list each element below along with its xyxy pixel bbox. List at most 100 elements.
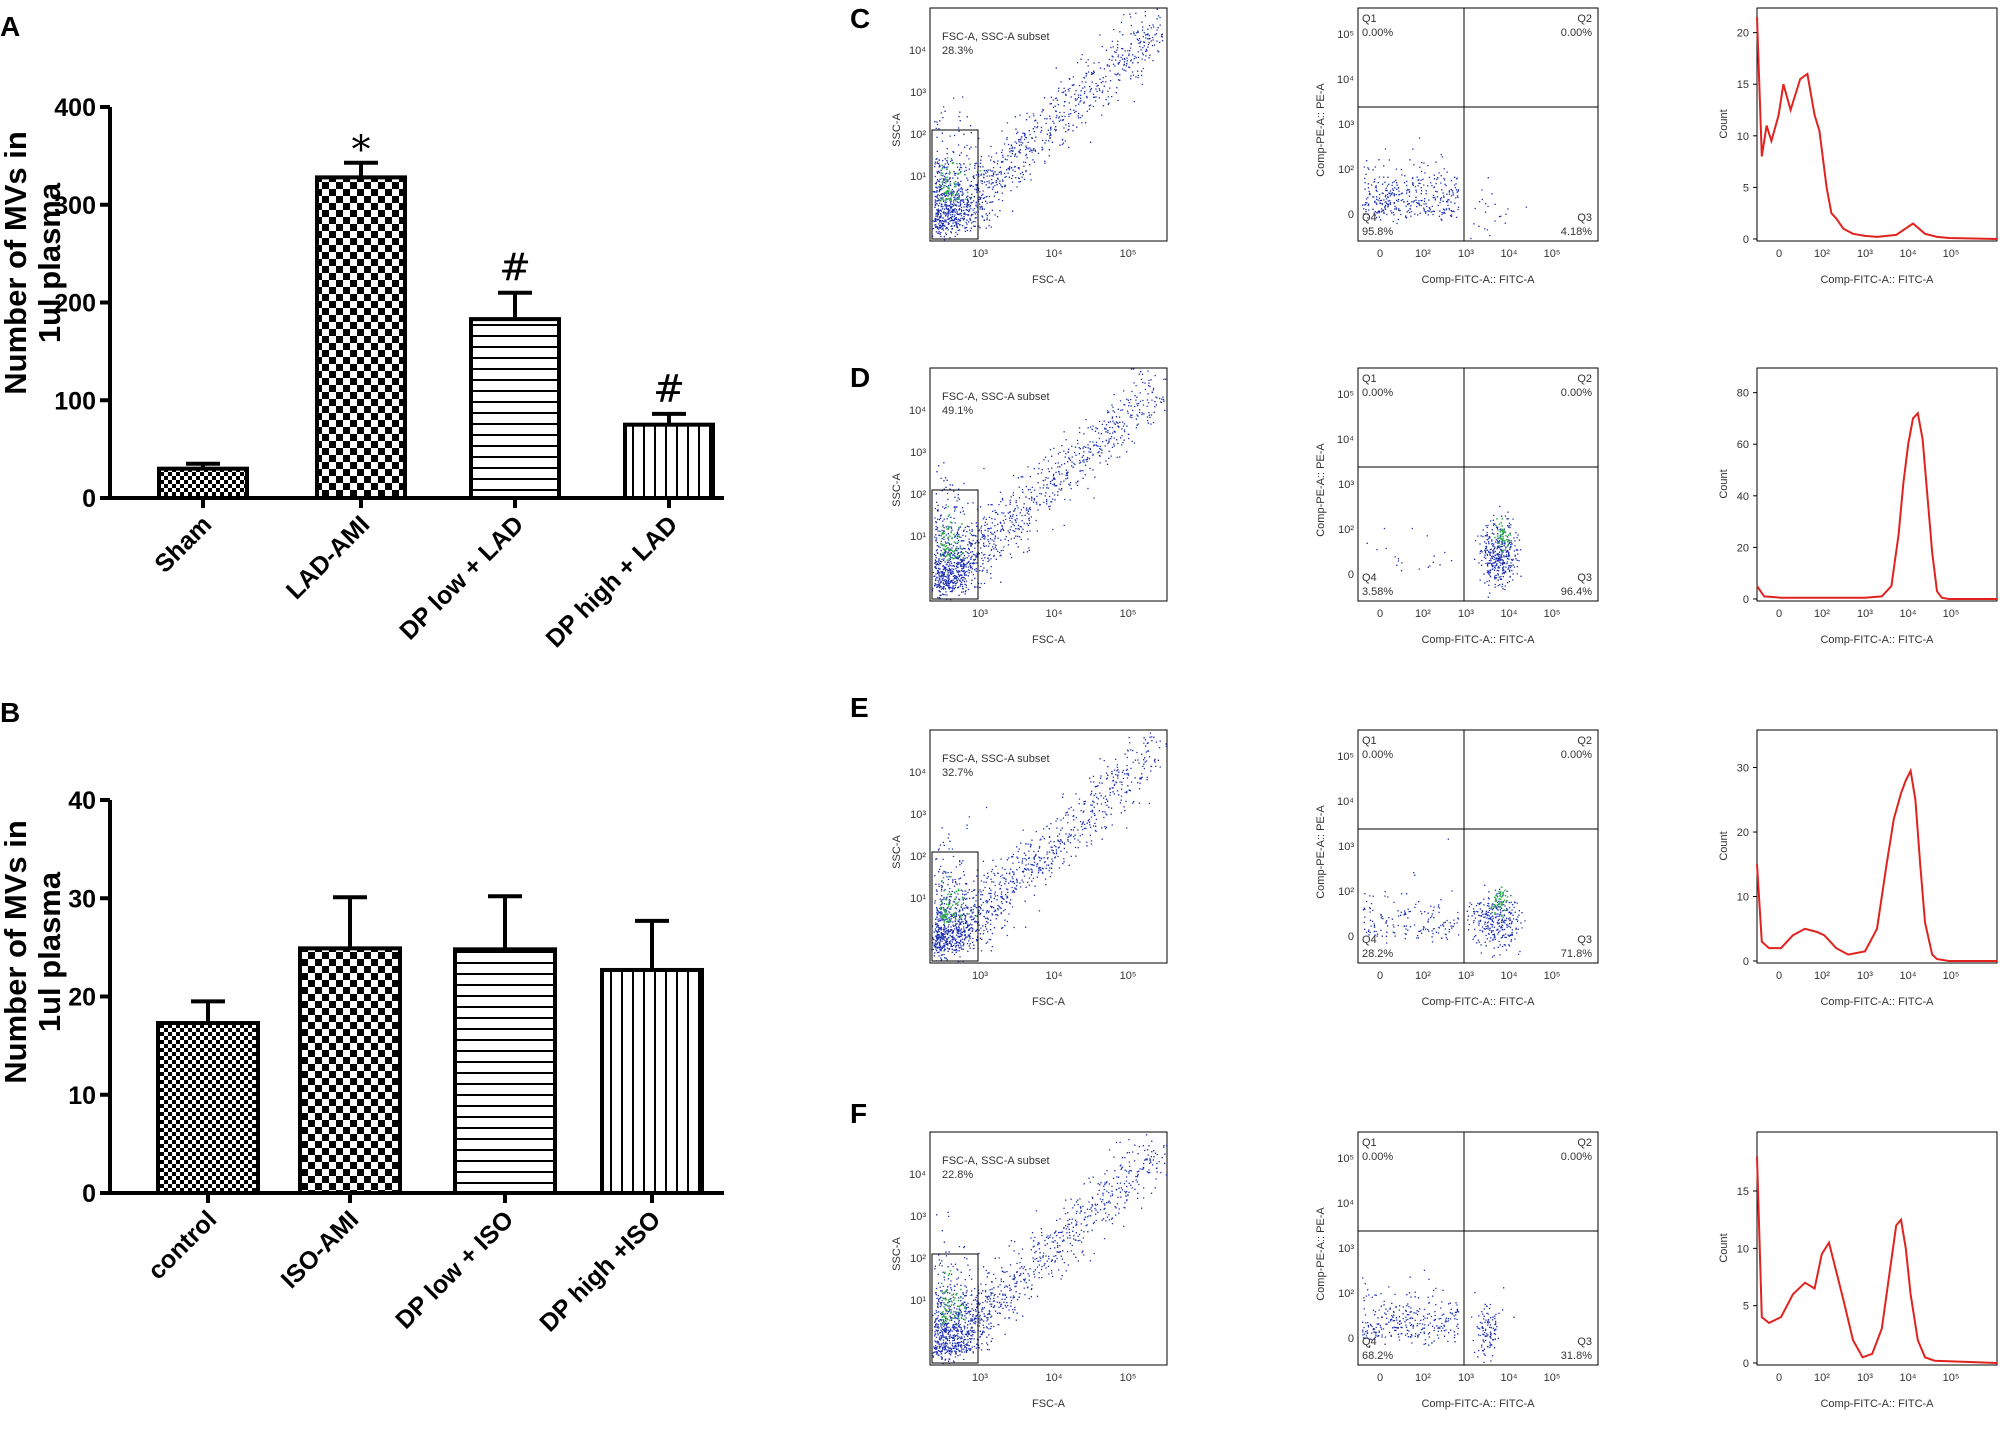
tick-label: 10² [1415,608,1431,620]
tick-label: 10¹ [910,1295,926,1307]
q3-label: Q3 [1577,934,1592,946]
tick-label: 10⁴ [1046,248,1063,260]
q1-label: Q1 [1362,1137,1377,1149]
tick-label: 10⁵ [1544,1372,1561,1384]
flow-row-d: D FSC-A, SSC-A subset 49.1% 10³ 10⁴ 10⁵ 10⁴ 10… [850,362,1998,646]
y-tick-label: 5 [1743,1301,1749,1313]
histogram-curve [1756,1156,1998,1364]
y-tick-label: 40 [68,787,96,815]
bar [600,967,704,1195]
q3-label: Q3 [1577,572,1592,584]
tick-label: 10⁴ [1337,796,1354,808]
y-axis-label: Comp-PE-A:: PE-A [1315,83,1327,177]
tick-label: 10³ [910,1211,926,1223]
y-tick-label: 30 [1737,763,1749,775]
bar-group: * [315,128,407,500]
tick-label: 10³ [910,447,926,459]
tick-label: 10⁵ [1120,248,1137,260]
x-axis-label: Comp-FITC-A:: FITC-A [1421,996,1535,1008]
y-tick-label: 10 [1737,892,1749,904]
bar [453,947,557,1196]
y-tick-label: 30 [68,885,96,913]
bar [623,422,715,500]
tick-label: 0 [1348,1333,1354,1345]
q3-percent: 31.8% [1561,1350,1592,1362]
gate-percent: 28.3% [942,45,973,57]
bar-group [453,894,557,1196]
tick-label: 10² [1415,970,1431,982]
bar [298,946,402,1195]
tick-label: 10⁴ [1900,608,1917,620]
tick-label: 0 [1776,970,1782,982]
x-axis-label: Comp-FITC-A:: FITC-A [1421,1398,1535,1410]
q1-label: Q1 [1362,13,1377,25]
y-axis-label: SSC-A [891,113,903,147]
y-tick-label: 0 [82,485,96,513]
histogram-curve [1756,17,1998,240]
tick-label: 10³ [972,608,988,620]
tick-label: 10¹ [910,171,926,183]
plot-frame [1357,1131,1599,1366]
category-label: Sham [149,510,217,578]
gate-box [931,129,979,240]
tick-label: 10¹ [910,531,926,543]
y-tick-label: 0 [82,1180,96,1208]
tick-label: 10⁴ [1337,1198,1354,1210]
tick-label: 10² [1338,164,1354,176]
plot-frame [1756,7,1998,242]
y-axis-label: Count [1718,469,1730,498]
flow-row-f: F FSC-A, SSC-A subset 22.8% 10³ 10⁴ 10⁵ 10⁴ 10… [850,1098,1998,1410]
dense-events [940,156,982,202]
tick-label: 10² [1338,1288,1354,1300]
tick-label: 10⁴ [909,405,926,417]
plot-frame [1756,367,1998,602]
bar-group [157,461,249,500]
x-axis-label: FSC-A [1032,634,1066,646]
panel-label-c: C [850,3,870,34]
tick-label: 10² [910,129,926,141]
q2-label: Q2 [1577,373,1592,385]
q4-percent: 68.2% [1362,1350,1393,1362]
significance-marker: * [352,128,371,172]
fsc-ssc-plot: FSC-A, SSC-A subset 22.8% 10³ 10⁴ 10⁵ 10⁴ 10³ 1… [891,1131,1168,1410]
tick-label: 10³ [972,248,988,260]
plot-frame [1357,367,1599,602]
gate-box [931,1253,979,1364]
x-axis-label: Comp-FITC-A:: FITC-A [1820,996,1934,1008]
tick-label: 10⁵ [1943,1372,1960,1384]
y-tick-label: 10 [1737,1243,1749,1255]
dense-events [1490,886,1509,918]
tick-label: 10² [910,851,926,863]
tick-label: 10⁴ [1046,1372,1063,1384]
q4-percent: 3.58% [1362,586,1393,598]
tick-label: 10³ [1458,970,1474,982]
category-label: control [143,1205,223,1285]
tick-label: 10² [1338,886,1354,898]
tick-label: 10⁵ [1337,29,1354,41]
q2-label: Q2 [1577,1137,1592,1149]
tick-label: 10⁵ [1337,389,1354,401]
tick-label: 10⁴ [1900,1372,1917,1384]
q3-percent: 4.18% [1561,226,1592,238]
gate-box [931,489,979,600]
significance-marker: # [653,367,685,411]
y-tick-label: 0 [1743,234,1749,246]
tick-label: 10³ [1857,970,1873,982]
plot-frame [929,7,1168,242]
dense-events [940,1269,966,1326]
tick-label: 10³ [910,809,926,821]
dense-events [1494,517,1512,553]
panel-label-d: D [850,362,870,393]
tick-label: 0 [1348,209,1354,221]
tick-label: 10³ [1458,1372,1474,1384]
q3-label: Q3 [1577,1336,1592,1348]
tick-label: 10⁴ [1501,1372,1518,1384]
event-dots [931,732,1167,963]
y-tick-label: 15 [1737,1186,1749,1198]
x-axis-label: Comp-FITC-A:: FITC-A [1820,274,1934,286]
y-tick-label: 200 [54,290,96,318]
event-dots [1362,838,1526,958]
bar [315,175,407,500]
